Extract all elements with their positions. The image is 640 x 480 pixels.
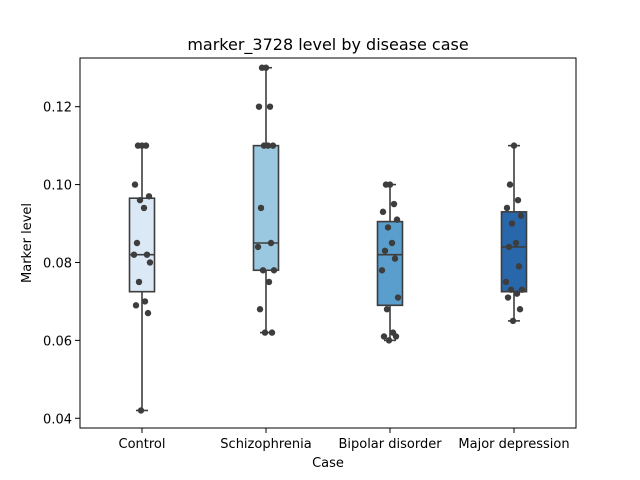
data-point xyxy=(388,239,396,247)
y-tick-label: 0.04 xyxy=(43,412,72,427)
data-point xyxy=(517,212,525,219)
data-point xyxy=(507,286,515,293)
data-point xyxy=(383,306,391,313)
data-point xyxy=(135,278,143,286)
data-point xyxy=(384,224,392,231)
x-tick-label: Schizophrenia xyxy=(220,437,311,452)
x-tick-label: Major depression xyxy=(458,437,569,452)
data-point xyxy=(512,239,520,247)
data-point xyxy=(378,267,386,274)
x-tick-label: Bipolar disorder xyxy=(338,437,442,452)
data-point xyxy=(264,142,272,149)
box-group xyxy=(252,64,280,336)
data-point xyxy=(394,294,402,301)
x-tick-label: Control xyxy=(119,437,166,452)
y-axis-label: Marker level xyxy=(20,203,35,283)
data-point xyxy=(254,243,262,251)
y-tick-label: 0.10 xyxy=(43,179,72,194)
data-point xyxy=(267,239,275,247)
data-point xyxy=(504,294,512,301)
box-iqr xyxy=(376,220,404,307)
data-point xyxy=(145,193,153,200)
data-point xyxy=(266,103,274,110)
y-tick-label: 0.08 xyxy=(43,256,72,271)
data-point xyxy=(142,142,150,149)
data-point xyxy=(141,298,149,305)
data-point xyxy=(516,306,524,313)
data-point xyxy=(381,247,389,254)
data-point xyxy=(259,267,267,274)
data-point xyxy=(255,103,263,110)
data-point xyxy=(514,196,522,204)
data-point xyxy=(510,142,518,149)
data-point xyxy=(513,290,521,297)
box-iqr xyxy=(252,144,280,272)
data-point xyxy=(509,317,517,325)
data-point xyxy=(261,329,269,336)
box-group xyxy=(500,142,528,325)
data-point xyxy=(265,278,273,286)
data-point xyxy=(379,208,387,216)
data-point xyxy=(258,64,266,71)
data-point xyxy=(518,286,526,293)
data-point xyxy=(144,309,152,317)
data-point xyxy=(268,329,276,336)
y-tick-label: 0.06 xyxy=(43,334,72,349)
data-point xyxy=(257,204,265,212)
data-point xyxy=(382,181,390,188)
data-point xyxy=(505,243,513,251)
data-point xyxy=(385,337,393,344)
data-point xyxy=(130,251,138,258)
data-point xyxy=(140,204,148,212)
box-iqr xyxy=(128,197,156,293)
data-point xyxy=(137,407,145,414)
y-tick-label: 0.12 xyxy=(43,101,72,116)
data-point xyxy=(131,181,139,188)
box-group xyxy=(128,142,156,414)
data-point xyxy=(390,200,398,208)
data-point xyxy=(391,255,399,262)
data-point xyxy=(270,267,278,274)
data-point xyxy=(506,181,514,188)
data-point xyxy=(393,216,401,223)
data-point xyxy=(132,302,140,309)
plot-area xyxy=(128,64,528,414)
x-axis-label: Case xyxy=(312,456,344,471)
data-point xyxy=(515,263,523,270)
plot-frame xyxy=(79,57,577,429)
data-point xyxy=(392,333,400,340)
data-point xyxy=(503,204,511,212)
chart-title: marker_3728 level by disease case xyxy=(187,35,468,55)
data-point xyxy=(136,196,144,204)
data-point xyxy=(134,142,142,149)
data-point xyxy=(256,306,264,313)
data-point xyxy=(269,142,277,149)
data-point xyxy=(502,278,510,286)
data-point xyxy=(143,251,151,258)
data-point xyxy=(508,220,516,227)
data-point xyxy=(146,259,154,266)
box-group xyxy=(376,181,404,344)
data-point xyxy=(133,239,141,247)
data-point xyxy=(380,333,388,340)
